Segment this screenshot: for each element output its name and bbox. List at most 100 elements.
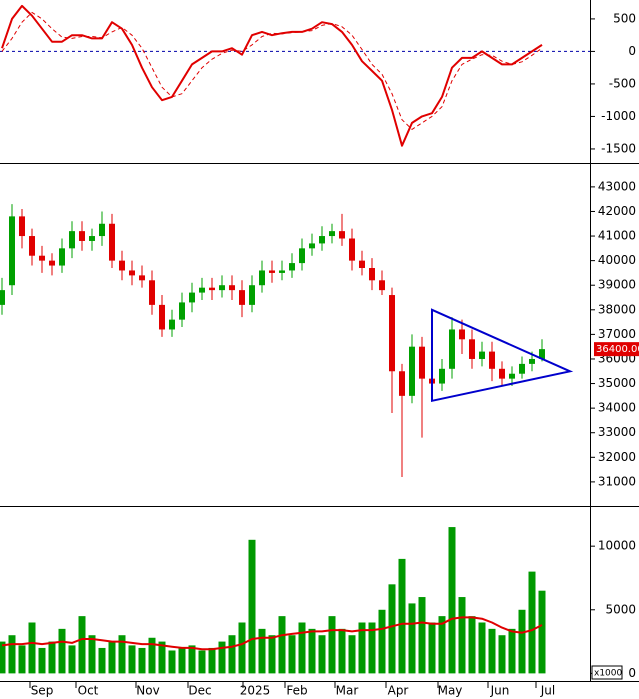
volume-bar: [48, 641, 56, 674]
last-price-box: [594, 342, 639, 357]
volume-bar: [428, 622, 436, 674]
volume-bar: [448, 527, 456, 674]
volume-bar: [38, 647, 46, 674]
volume-bar: [528, 571, 536, 674]
candle-body: [409, 346, 415, 396]
volume-bar: [498, 635, 506, 674]
candle-body: [49, 260, 55, 266]
candle-body: [209, 287, 215, 291]
volume-bar: [88, 635, 96, 674]
volume-bar: [538, 590, 546, 674]
volume-bar: [278, 616, 286, 674]
y-tick-label: 39000: [598, 278, 636, 292]
candle-body: [379, 280, 385, 291]
candle-body: [219, 285, 225, 291]
y-tick-label: -1500: [601, 141, 636, 155]
candle-body: [349, 238, 355, 261]
candle-body: [259, 270, 265, 286]
candle-body: [99, 223, 105, 237]
candle-body: [339, 231, 345, 239]
volume-bar: [228, 635, 236, 674]
volume-bar: [118, 635, 126, 674]
volume-bar: [298, 622, 306, 674]
candle-body: [439, 368, 445, 384]
x-tick-label: May: [438, 684, 463, 698]
volume-bar: [18, 645, 26, 674]
y-tick-label: 33000: [598, 425, 636, 439]
candle-body: [189, 292, 195, 303]
volume-bar: [458, 597, 466, 674]
x-tick-label: Feb: [286, 684, 307, 698]
volume-bar: [218, 641, 226, 674]
volume-bar: [488, 628, 496, 674]
line-series: [1, 11, 543, 130]
volume-bar: [418, 597, 426, 674]
x-tick-label: Mar: [336, 684, 359, 698]
y-tick-label: 37000: [598, 327, 636, 341]
candle-body: [499, 368, 505, 379]
candle-body: [79, 231, 85, 241]
volume-bar: [108, 641, 116, 674]
volume-bar: [388, 584, 396, 674]
candle-body: [39, 255, 45, 261]
candle-body: [479, 351, 485, 359]
candle-body: [229, 285, 235, 291]
triangle-pattern: [431, 308, 574, 403]
x-tick-label: Dec: [188, 684, 211, 698]
candle-body: [129, 270, 135, 276]
candle-body: [399, 371, 405, 396]
unit-box: [591, 665, 623, 680]
volume-bar: [358, 622, 366, 674]
volume-bar: [138, 647, 146, 674]
candle-body: [9, 216, 15, 286]
volume-bar: [308, 628, 316, 674]
volume-bar: [58, 628, 66, 674]
candle-body: [519, 363, 525, 374]
volume-bar: [28, 622, 36, 674]
candle-body: [279, 270, 285, 273]
candle-body: [19, 216, 25, 237]
y-tick-label: -500: [609, 76, 636, 90]
last-price-label: 36400.00: [596, 344, 639, 355]
candle-body: [0, 290, 5, 305]
candle-body: [329, 231, 335, 237]
volume-bar: [318, 635, 326, 674]
volume-bar: [0, 641, 6, 674]
candle-body: [469, 339, 475, 359]
y-tick-label: 43000: [598, 179, 636, 193]
volume-bar: [518, 609, 526, 674]
y-tick-label: 34000: [598, 401, 636, 415]
unit-label: x1000: [594, 669, 623, 679]
y-tick-label: 32000: [598, 450, 636, 464]
x-tick-label: 2025: [240, 684, 271, 698]
volume-bar: [438, 616, 446, 674]
candle-body: [269, 270, 275, 273]
volume-bar: [508, 628, 516, 674]
candle-body: [199, 287, 205, 293]
x-tick-label: Jul: [540, 684, 555, 698]
x-tick-label: Sep: [31, 684, 54, 698]
y-tick-label: 0: [628, 666, 636, 680]
candle-body: [249, 285, 255, 305]
x-tick-label: Oct: [78, 684, 99, 698]
y-tick-label: 40000: [598, 253, 636, 267]
line-series: [1, 4, 543, 147]
y-tick-label: 35000: [598, 376, 636, 390]
volume-bar: [478, 622, 486, 674]
volume-bar: [188, 645, 196, 674]
candle-body: [179, 302, 185, 320]
line-series: [1, 616, 543, 651]
candle-body: [139, 275, 145, 281]
candle-body: [449, 329, 455, 369]
candle-body: [149, 280, 155, 305]
volume-bar: [328, 616, 336, 674]
candle-body: [289, 263, 295, 271]
candle-body: [369, 268, 375, 281]
candle-body: [459, 329, 465, 340]
candle-body: [109, 223, 115, 261]
candle-body: [509, 373, 515, 379]
volume-bar: [258, 628, 266, 674]
volume-bar: [338, 628, 346, 674]
volume-bar: [468, 616, 476, 674]
